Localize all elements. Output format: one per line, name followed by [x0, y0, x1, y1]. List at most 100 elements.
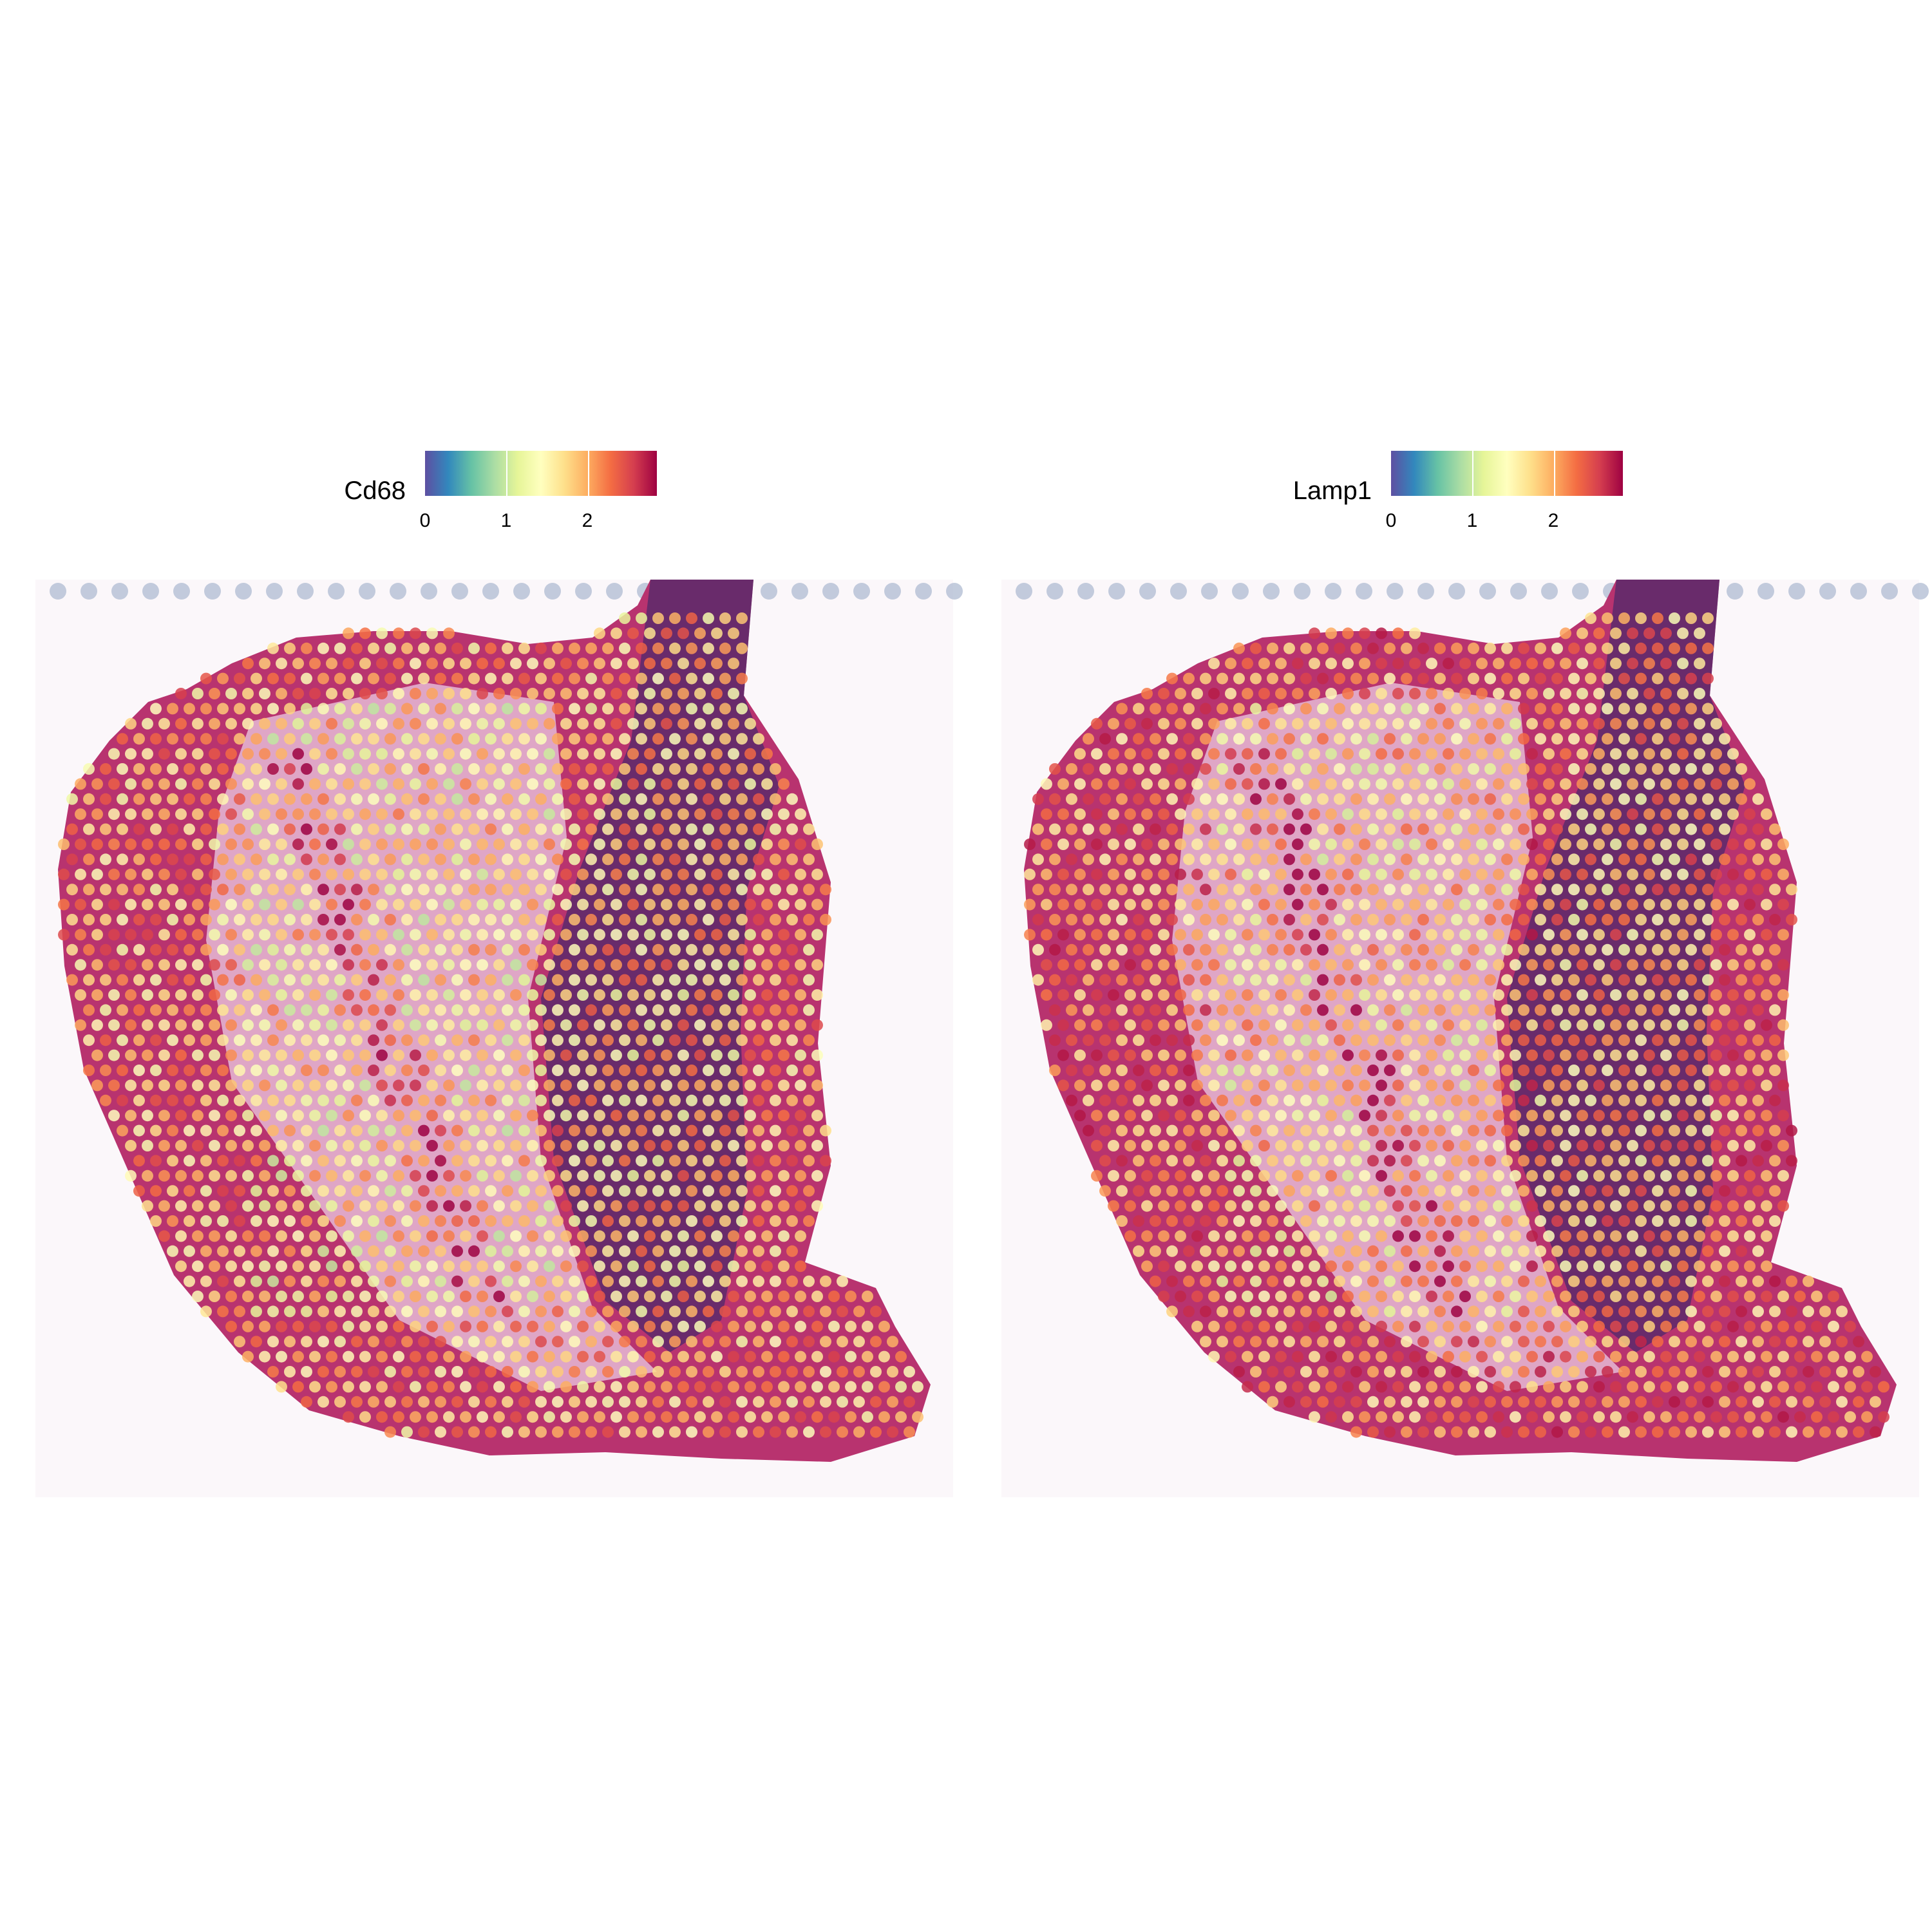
spot [493, 1381, 505, 1393]
spot [1292, 1350, 1303, 1363]
spot [1150, 853, 1161, 866]
spot [1183, 914, 1195, 925]
spot [1602, 733, 1613, 745]
spot [1710, 1049, 1722, 1061]
spot [1325, 989, 1337, 1001]
spot [1660, 1260, 1672, 1273]
spot [1334, 884, 1345, 896]
spot [795, 1320, 806, 1332]
spot [1568, 884, 1580, 896]
spot [719, 914, 731, 925]
spot [1133, 1094, 1144, 1106]
spot [1166, 1094, 1178, 1106]
spot [1401, 703, 1412, 715]
spot [761, 748, 773, 760]
spot [1769, 1185, 1781, 1197]
spot [761, 1079, 773, 1092]
spot [1744, 1200, 1756, 1212]
spot [1359, 688, 1370, 699]
spot [158, 778, 170, 790]
spot [1694, 929, 1705, 941]
fiducial-spot [606, 583, 623, 600]
spot [1627, 658, 1638, 670]
spot [636, 1275, 647, 1287]
spot [1484, 642, 1496, 654]
spot [1267, 1065, 1278, 1076]
spot [1066, 884, 1077, 896]
spot [326, 1320, 337, 1332]
spot [1384, 1336, 1396, 1348]
spot [1208, 1230, 1220, 1242]
spot [1342, 1170, 1354, 1182]
spot [602, 1305, 614, 1318]
spot [493, 1170, 505, 1182]
spot [1643, 1140, 1655, 1151]
spot [1652, 1245, 1663, 1257]
spot [1484, 884, 1496, 896]
spot [1702, 793, 1714, 805]
spot [251, 733, 262, 745]
spot [1853, 1336, 1864, 1348]
spot [451, 1124, 463, 1137]
spot [117, 853, 128, 866]
spot [1309, 1140, 1320, 1151]
spot [1694, 1019, 1705, 1031]
spot [359, 1381, 371, 1393]
spot [1476, 1170, 1488, 1182]
spot [167, 853, 178, 866]
spot [1811, 1291, 1823, 1302]
spot [242, 1291, 254, 1302]
spot [1401, 1094, 1412, 1106]
spot [510, 1291, 522, 1302]
spot [1702, 914, 1714, 925]
spot [753, 1275, 764, 1287]
spot [502, 1215, 513, 1227]
spot [91, 838, 103, 850]
spot [1736, 823, 1747, 835]
spot [359, 1140, 371, 1151]
spot [343, 627, 354, 639]
spot [301, 1215, 312, 1227]
spot [1158, 838, 1170, 850]
spot [1443, 959, 1454, 971]
spot [1669, 642, 1680, 654]
fiducial-spot [1572, 583, 1589, 600]
spot [276, 748, 287, 760]
spot [1811, 1350, 1823, 1363]
spot [602, 1366, 614, 1378]
spot [770, 884, 781, 896]
spot [276, 959, 287, 971]
spot [502, 1065, 513, 1076]
spot [1493, 1140, 1504, 1151]
spot [502, 1034, 513, 1046]
spot [786, 974, 798, 986]
spot [535, 733, 547, 745]
spot [811, 989, 823, 1001]
spot [1593, 1049, 1605, 1061]
spot [1736, 974, 1747, 986]
spot [611, 959, 622, 971]
spot [1710, 1140, 1722, 1151]
spot [1292, 838, 1303, 850]
spot [351, 1275, 363, 1287]
spot [636, 1094, 647, 1106]
spot [1350, 943, 1362, 956]
spot [1610, 717, 1622, 730]
spot [510, 1200, 522, 1212]
spot [611, 838, 622, 850]
spot [1250, 853, 1262, 866]
spot [778, 1320, 790, 1332]
spot [1535, 884, 1546, 896]
spot [1635, 823, 1647, 835]
spot [744, 868, 756, 880]
spot [443, 808, 455, 820]
spot [66, 914, 78, 925]
spot [1074, 838, 1086, 850]
spot [401, 823, 413, 835]
spot [1309, 989, 1320, 1001]
spot [1451, 763, 1463, 775]
spot [1476, 808, 1488, 820]
spot [887, 1366, 898, 1378]
spot [1777, 1350, 1789, 1363]
spot [1258, 898, 1270, 911]
